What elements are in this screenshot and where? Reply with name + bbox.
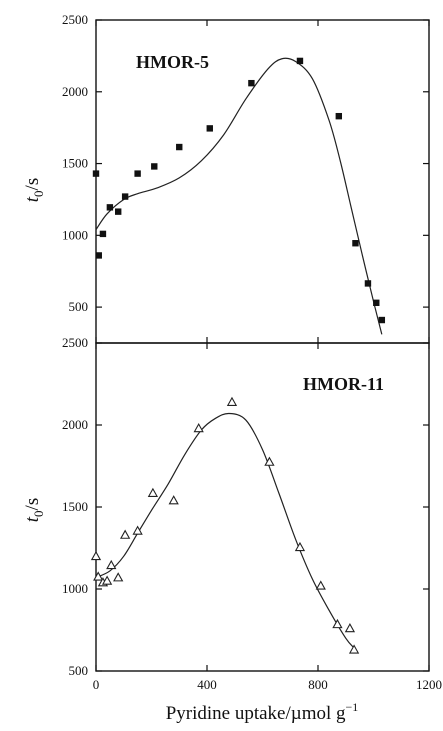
panel-bottom-axes: 500 1000 1500 2000 2500 0 400 800 1200 (62, 335, 442, 692)
panel-top-ytick-label: 1000 (62, 227, 88, 242)
panel-top-data-point (373, 299, 380, 307)
panel-bottom-ylabel-base: t (22, 516, 43, 522)
panel-top-data-point (176, 143, 183, 151)
panel-bottom-ylabel-unit: /s (22, 498, 43, 511)
panel-bottom-ytick-label: 500 (69, 663, 89, 678)
panel-top-ylabel: t0/s (22, 178, 46, 202)
panel-bottom: 500 1000 1500 2000 2500 0 400 800 1200 HMOR-11 t… (22, 335, 442, 724)
panel-bottom-data-point (193, 422, 204, 433)
panel-top-ytick-label: 2000 (62, 84, 88, 99)
panel-top-ytick-label: 2500 (62, 12, 88, 27)
panel-bottom-data-point (168, 495, 179, 505)
panel-top-points (92, 57, 386, 324)
panel-top-data-point (106, 204, 114, 211)
x-tick-label: 1200 (416, 677, 442, 692)
panel-bottom-data-point (344, 623, 356, 633)
panel-bottom-data-point (294, 541, 306, 552)
panel-top-ylabel-sub: 0 (31, 190, 46, 197)
panel-top-fit-curve (95, 57, 383, 335)
panel-top-data-point (378, 316, 386, 324)
panel-bottom-data-point (132, 525, 143, 535)
panel-bottom-fit-curve (95, 412, 355, 649)
panel-top-data-point (99, 230, 107, 238)
panel-bottom-ylabel-sub: 0 (31, 510, 46, 517)
panel-bottom-data-point (147, 487, 159, 497)
panel-bottom-points (90, 396, 360, 654)
panel-top-label: HMOR-5 (136, 52, 209, 72)
panel-bottom-data-point (348, 644, 360, 654)
panel-top: 500 1000 1500 2000 2500 HMOR-5 t0/s (22, 12, 430, 344)
panel-bottom-data-point (120, 529, 131, 539)
panel-top-ylabel-unit: /s (22, 178, 43, 191)
panel-bottom-data-point (113, 572, 124, 582)
panel-bottom-ytick-label: 1500 (62, 499, 88, 514)
panel-bottom-data-point (226, 396, 238, 406)
x-axis-title-text: Pyridine uptake/µmol g (166, 703, 346, 724)
panel-bottom-data-point (101, 575, 113, 585)
panel-bottom-data-point (106, 559, 117, 570)
panel-top-data-point (352, 240, 359, 247)
panel-bottom-data-point (93, 571, 104, 581)
panel-top-data-point (248, 79, 255, 87)
x-axis-title: Pyridine uptake/µmol g−1 (166, 700, 359, 724)
panel-top-data-point (335, 112, 343, 120)
panel-bottom-ylabel: t0/s (22, 498, 46, 522)
panel-bottom-data-point (315, 580, 326, 590)
panel-top-data-point (95, 252, 102, 259)
panel-bottom-ytick-label: 2000 (62, 417, 88, 432)
x-tick-label: 0 (93, 677, 100, 692)
x-tick-label: 400 (197, 677, 217, 692)
panel-top-data-point (115, 208, 122, 215)
panel-top-ylabel-base: t (22, 196, 43, 202)
x-axis-title-sup: −1 (346, 700, 359, 714)
panel-bottom-data-point (264, 456, 275, 466)
panel-top-axes: 500 1000 1500 2000 2500 (62, 12, 430, 343)
panel-bottom-ytick-label: 2500 (62, 335, 88, 350)
panel-bottom-data-point (90, 550, 102, 561)
x-tick-label: 800 (308, 677, 328, 692)
panel-bottom-label: HMOR-11 (303, 374, 384, 394)
panel-top-ytick-label: 500 (69, 299, 89, 314)
panel-top-data-point (206, 125, 213, 132)
panel-top-data-point (134, 170, 141, 177)
panel-top-ytick-label: 1500 (62, 156, 88, 171)
panel-top-data-point (296, 57, 304, 65)
panel-bottom-ytick-label: 1000 (62, 581, 88, 596)
panel-bottom-data-point (332, 618, 343, 629)
panel-top-data-point (92, 170, 100, 177)
panel-top-data-point (364, 280, 372, 287)
panel-top-data-point (151, 163, 158, 170)
panel-top-data-point (121, 193, 129, 200)
